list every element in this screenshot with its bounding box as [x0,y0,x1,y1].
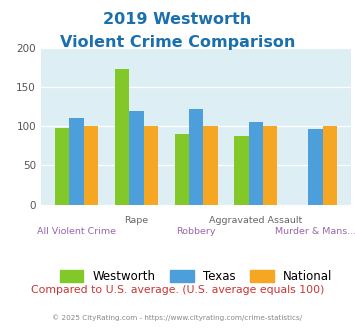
Text: Rape: Rape [124,215,148,225]
Bar [143,126,158,205]
Text: 2019 Westworth: 2019 Westworth [103,12,252,26]
Bar [263,126,277,205]
Bar [203,126,218,205]
Bar [115,69,129,205]
Bar [129,111,143,205]
Bar [175,134,189,205]
Text: Robbery: Robbery [176,226,216,236]
Legend: Westworth, Texas, National: Westworth, Texas, National [60,270,332,283]
Bar [249,121,263,205]
Bar [189,109,203,205]
Text: © 2025 CityRating.com - https://www.cityrating.com/crime-statistics/: © 2025 CityRating.com - https://www.city… [53,314,302,321]
Bar [308,129,323,205]
Bar [84,126,98,205]
Text: All Violent Crime: All Violent Crime [37,226,116,236]
Text: Violent Crime Comparison: Violent Crime Comparison [60,35,295,50]
Text: Aggravated Assault: Aggravated Assault [209,215,302,225]
Bar [70,118,84,205]
Bar [234,136,249,205]
Bar [55,128,70,205]
Text: Murder & Mans...: Murder & Mans... [275,226,355,236]
Text: Compared to U.S. average. (U.S. average equals 100): Compared to U.S. average. (U.S. average … [31,285,324,295]
Bar [323,126,337,205]
